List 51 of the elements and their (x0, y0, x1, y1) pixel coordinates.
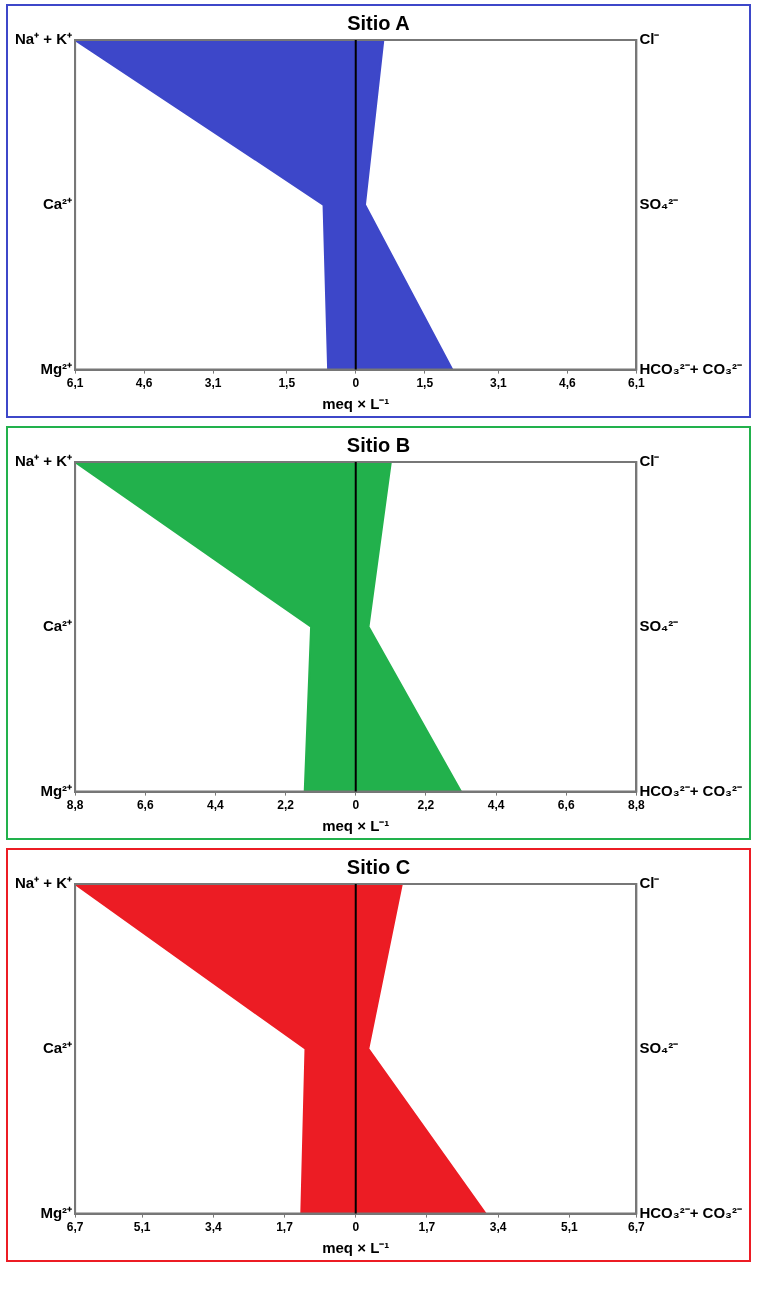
x-tick-label: 8,8 (628, 798, 646, 813)
x-tick-label: 1,7 (418, 1220, 436, 1235)
y-tick-label: Mg²⁺ (40, 781, 73, 799)
y2-tick-label: HCO₃²⁻+ CO₃²⁻ (639, 1203, 742, 1221)
x-tick-label: 6,6 (557, 798, 575, 813)
x-tick-label: 0 (352, 798, 360, 813)
y-tick-label: Na⁺ + K⁺ (14, 30, 73, 48)
x-tick-label: 6,1 (66, 376, 84, 391)
x-tick-label: 1,5 (278, 376, 296, 391)
x-tick-label: 4,6 (559, 376, 577, 391)
x-axis-title: meq × L⁻¹ (322, 817, 390, 835)
y-tick-label: Ca²⁺ (42, 194, 73, 212)
y2-tick-label: HCO₃²⁻+ CO₃²⁻ (639, 359, 742, 377)
y-tick-label: Ca²⁺ (42, 616, 73, 634)
x-tick-label: 6,1 (628, 376, 646, 391)
x-tick-label: 4,4 (487, 798, 505, 813)
x-tick-label: 4,4 (207, 798, 225, 813)
y2-tick-label: SO₄²⁻ (639, 616, 679, 634)
chart-title: Sitio A (347, 11, 410, 34)
y-tick-label: Na⁺ + K⁺ (14, 452, 73, 470)
y2-tick-label: Cl⁻ (639, 874, 660, 892)
x-tick-label: 3,1 (204, 376, 222, 391)
y-tick-label: Mg²⁺ (40, 359, 73, 377)
x-tick-label: 3,1 (490, 376, 508, 391)
y-tick-label: Mg²⁺ (40, 1203, 73, 1221)
x-tick-label: 5,1 (561, 1220, 579, 1235)
x-tick-label: 0 (352, 376, 360, 391)
x-axis-title: meq × L⁻¹ (322, 395, 390, 413)
chart-title: Sitio B (346, 433, 411, 456)
x-tick-label: 4,6 (135, 376, 153, 391)
y2-tick-label: Cl⁻ (639, 452, 660, 470)
x-tick-label: 6,6 (136, 798, 154, 813)
y-tick-label: Na⁺ + K⁺ (14, 874, 73, 892)
x-tick-label: 6,7 (66, 1220, 84, 1235)
x-tick-label: 6,7 (628, 1220, 646, 1235)
x-tick-label: 1,5 (416, 376, 434, 391)
x-tick-label: 8,8 (66, 798, 84, 813)
x-tick-label: 3,4 (489, 1220, 507, 1235)
x-tick-label: 1,7 (276, 1220, 294, 1235)
y-tick-label: Ca²⁺ (42, 1038, 73, 1056)
x-tick-label: 2,2 (417, 798, 435, 813)
x-tick-label: 0 (352, 1220, 360, 1235)
x-tick-label: 5,1 (133, 1220, 151, 1235)
chart-title: Sitio C (346, 855, 411, 878)
x-axis-title: meq × L⁻¹ (322, 1239, 390, 1257)
x-tick-label: 2,2 (277, 798, 295, 813)
y2-tick-label: HCO₃²⁻+ CO₃²⁻ (639, 781, 742, 799)
y2-tick-label: Cl⁻ (639, 30, 660, 48)
y2-tick-label: SO₄²⁻ (639, 194, 679, 212)
y2-tick-label: SO₄²⁻ (639, 1038, 679, 1056)
x-tick-label: 3,4 (204, 1220, 222, 1235)
